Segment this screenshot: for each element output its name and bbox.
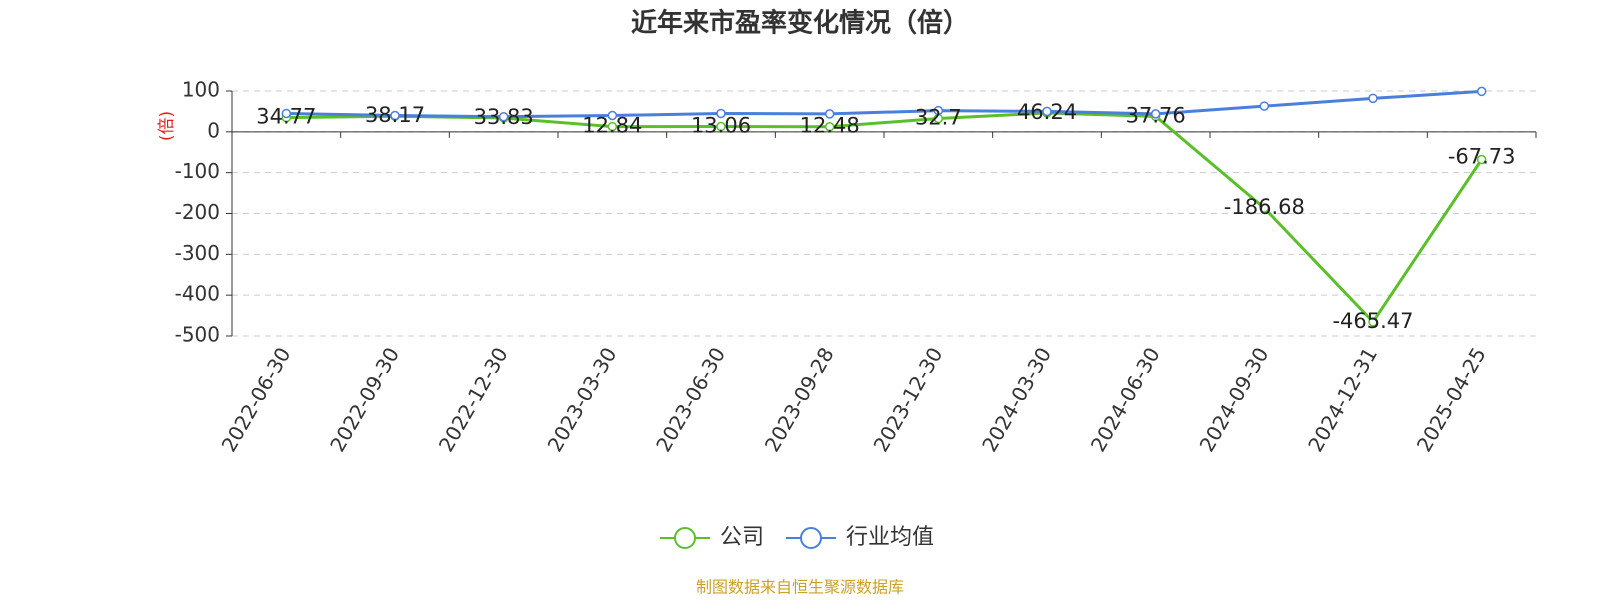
point <box>1150 109 1161 119</box>
x-tick-label: 2023-03-30 <box>543 343 622 456</box>
x-tick-label: 2024-09-30 <box>1195 343 1274 456</box>
y-tick-label: -300 <box>175 241 220 265</box>
value-label: 13.06 <box>691 114 751 138</box>
x-tick-label: 2023-12-30 <box>869 343 948 456</box>
point <box>1042 106 1052 117</box>
point <box>607 110 618 121</box>
y-tick-label: -500 <box>175 323 220 347</box>
point <box>1368 317 1378 327</box>
source: 制图数据来自恒生聚源数据库 <box>696 578 904 597</box>
y-tick-label: 100 <box>182 78 220 102</box>
series-line <box>286 89 1482 119</box>
value-label: 37.76 <box>1126 103 1186 127</box>
x-tick-label: 2024-12-31 <box>1303 343 1382 456</box>
legend-marker <box>800 527 823 549</box>
point <box>716 108 726 119</box>
y-tick-label: -200 <box>175 200 220 224</box>
value-label: -465.47 <box>1332 309 1413 333</box>
x-tick-label: 2022-06-30 <box>217 343 296 456</box>
value-label: -67.73 <box>1448 144 1516 168</box>
y-tick-label: 0 <box>207 118 220 142</box>
point <box>390 110 400 121</box>
x-tick-label: 2023-06-30 <box>651 343 730 456</box>
value-label: 38.17 <box>365 103 425 127</box>
x-tick-label: 2022-12-30 <box>434 343 513 456</box>
legend-label: 公司 <box>720 525 764 550</box>
value-label: 32.7 <box>915 105 962 129</box>
point <box>824 109 835 119</box>
point <box>607 121 618 132</box>
value-label: 12.84 <box>582 114 642 138</box>
point <box>716 121 726 132</box>
point <box>1259 101 1270 111</box>
value-label: 46.24 <box>1017 100 1077 124</box>
legend-label: 行业均值 <box>846 525 934 550</box>
x-tick-label: 2023-09-28 <box>760 343 839 456</box>
x-tick-label: 2024-03-30 <box>977 343 1056 456</box>
point <box>1368 93 1378 104</box>
value-label: 34.77 <box>256 105 316 129</box>
point <box>1476 86 1487 97</box>
point <box>281 108 292 119</box>
y-axis-label: (倍) <box>157 111 177 141</box>
value-label: 12.48 <box>800 114 860 138</box>
value-label: -186.68 <box>1224 195 1305 219</box>
y-tick-label: -100 <box>175 159 220 183</box>
point <box>824 121 835 132</box>
point <box>933 105 944 116</box>
x-tick-label: 2024-06-30 <box>1086 343 1165 456</box>
point <box>1259 203 1270 213</box>
legend-marker <box>674 527 696 549</box>
x-tick-label: 2022-09-30 <box>325 343 404 456</box>
point <box>1476 154 1487 165</box>
point <box>498 111 509 122</box>
value-label: 33.83 <box>474 105 534 129</box>
y-tick-label: -400 <box>175 282 220 306</box>
x-tick-label: 2025-04-25 <box>1412 343 1491 456</box>
chart-title: 近年来市盈率变化情况（倍） <box>631 8 969 39</box>
